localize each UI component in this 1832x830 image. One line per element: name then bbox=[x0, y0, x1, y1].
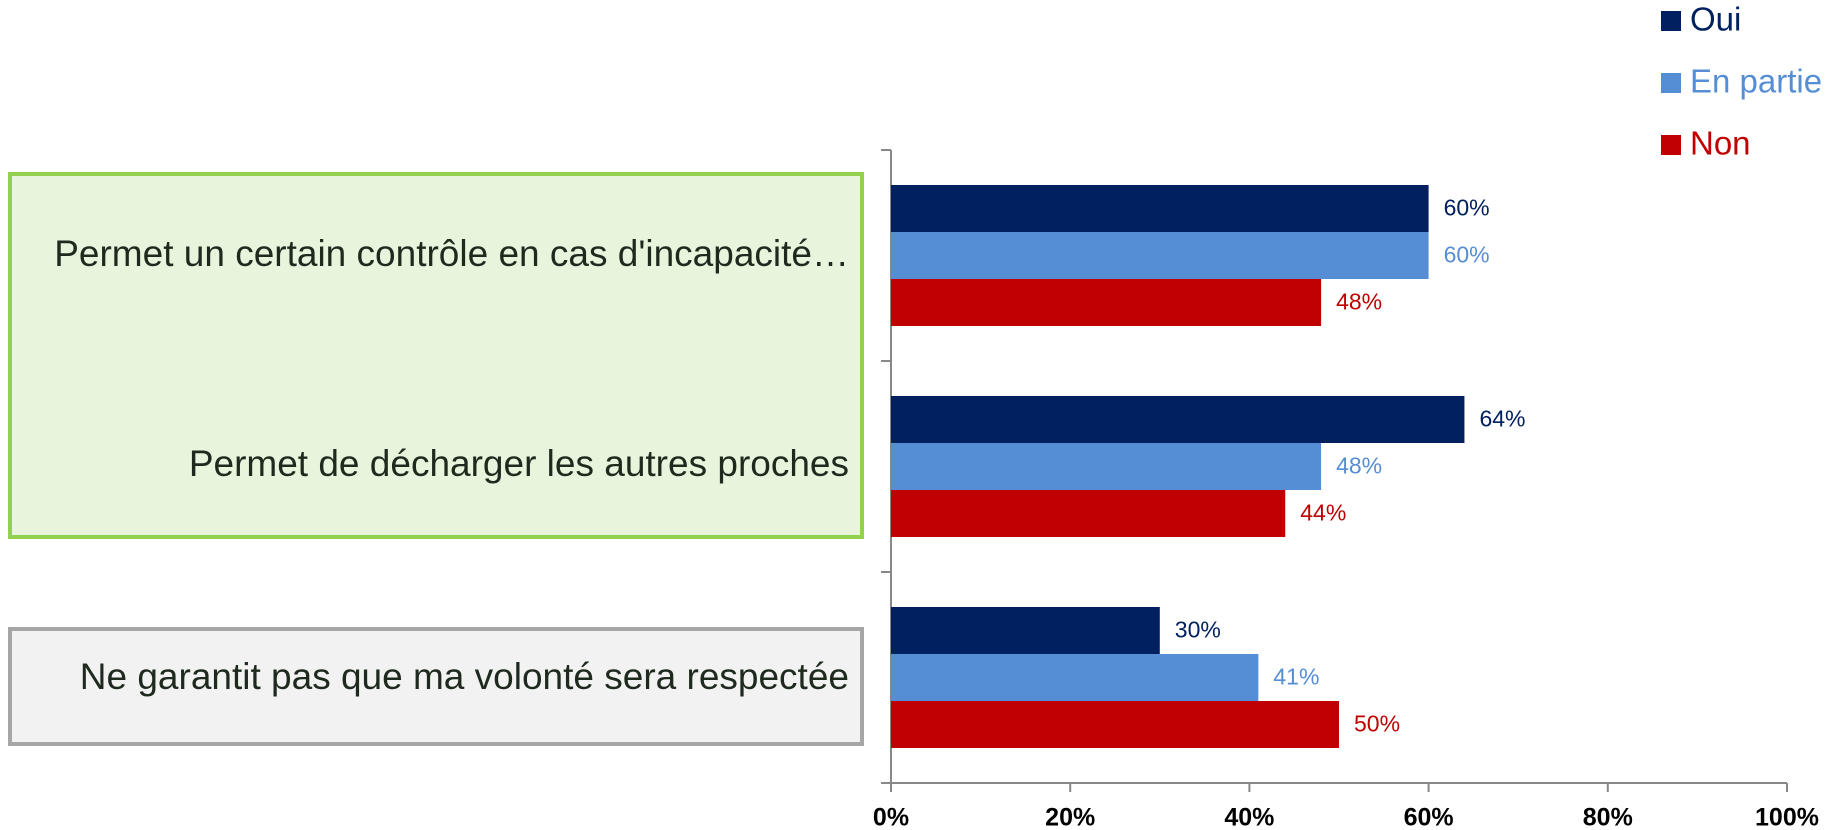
value-label: 48% bbox=[1336, 453, 1382, 479]
bar bbox=[891, 396, 1465, 443]
bar bbox=[891, 185, 1429, 232]
legend-label: Oui bbox=[1690, 1, 1741, 38]
category-label: Permet de décharger les autres proches bbox=[189, 443, 849, 484]
value-label: 44% bbox=[1300, 500, 1346, 526]
legend-label: Non bbox=[1690, 125, 1751, 162]
x-tick-label: 80% bbox=[1583, 804, 1633, 830]
legend-swatch bbox=[1661, 11, 1681, 31]
bar bbox=[891, 443, 1322, 490]
bar bbox=[891, 232, 1429, 279]
x-tick-label: 40% bbox=[1224, 804, 1274, 830]
x-tick-label: 20% bbox=[1045, 804, 1095, 830]
value-label: 60% bbox=[1444, 242, 1490, 268]
legend-swatch bbox=[1661, 135, 1681, 155]
bar bbox=[891, 701, 1339, 748]
bar bbox=[891, 279, 1322, 326]
value-label: 48% bbox=[1336, 289, 1382, 315]
value-label: 50% bbox=[1354, 711, 1400, 737]
x-tick-label: 60% bbox=[1404, 804, 1454, 830]
x-tick-label: 0% bbox=[873, 804, 909, 830]
bar bbox=[891, 654, 1259, 701]
value-label: 30% bbox=[1175, 617, 1221, 643]
x-tick-label: 100% bbox=[1755, 804, 1819, 830]
value-label: 60% bbox=[1444, 195, 1490, 221]
value-label: 64% bbox=[1479, 406, 1525, 432]
highlight-box bbox=[8, 172, 864, 539]
legend-label: En partie bbox=[1690, 63, 1822, 100]
bar bbox=[891, 490, 1286, 537]
legend-swatch bbox=[1661, 73, 1681, 93]
bar bbox=[891, 607, 1160, 654]
value-label: 41% bbox=[1273, 664, 1319, 690]
highlight-box bbox=[8, 627, 864, 746]
category-label: Permet un certain contrôle en cas d'inca… bbox=[54, 233, 849, 274]
category-label: Ne garantit pas que ma volonté sera resp… bbox=[80, 656, 849, 697]
